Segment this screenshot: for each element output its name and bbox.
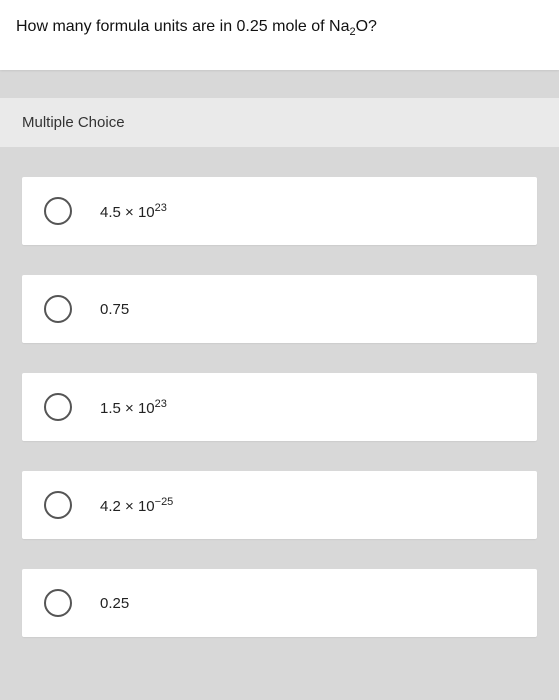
option-row[interactable]: 0.75 <box>22 275 537 343</box>
option-label: 4.2 × 10−25 <box>100 496 173 515</box>
options-list: 4.5 × 1023 0.75 1.5 × 1023 4.2 × 10−25 0… <box>0 177 559 637</box>
option-base: 0.25 <box>100 595 129 612</box>
question-suffix: O? <box>356 18 377 35</box>
option-label: 0.25 <box>100 595 129 612</box>
radio-icon[interactable] <box>44 393 72 421</box>
question-prefix: How many formula units are in 0.25 mole … <box>16 18 349 35</box>
radio-icon[interactable] <box>44 295 72 323</box>
option-label: 1.5 × 1023 <box>100 398 167 417</box>
option-label: 0.75 <box>100 301 129 318</box>
option-row[interactable]: 0.25 <box>22 569 537 637</box>
option-row[interactable]: 4.5 × 1023 <box>22 177 537 245</box>
option-base: 1.5 × 10 <box>100 400 155 417</box>
option-row[interactable]: 1.5 × 1023 <box>22 373 537 441</box>
radio-icon[interactable] <box>44 589 72 617</box>
question-card: How many formula units are in 0.25 mole … <box>0 0 559 70</box>
option-row[interactable]: 4.2 × 10−25 <box>22 471 537 539</box>
option-base: 4.5 × 10 <box>100 204 155 221</box>
section-label: Multiple Choice <box>22 114 125 131</box>
option-exp: −25 <box>155 496 174 508</box>
section-header: Multiple Choice <box>0 98 559 147</box>
question-text: How many formula units are in 0.25 mole … <box>16 18 543 38</box>
option-base: 0.75 <box>100 301 129 318</box>
option-exp: 23 <box>155 202 167 214</box>
option-exp: 23 <box>155 398 167 410</box>
radio-icon[interactable] <box>44 197 72 225</box>
radio-icon[interactable] <box>44 491 72 519</box>
option-label: 4.5 × 1023 <box>100 202 167 221</box>
option-base: 4.2 × 10 <box>100 498 155 515</box>
